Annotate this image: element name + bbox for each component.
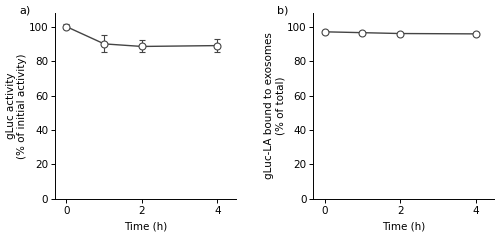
X-axis label: Time (h): Time (h): [124, 221, 167, 232]
Text: b): b): [277, 5, 288, 15]
X-axis label: Time (h): Time (h): [382, 221, 426, 232]
Y-axis label: gLuc-LA bound to exosomes
(% of total): gLuc-LA bound to exosomes (% of total): [264, 32, 285, 179]
Y-axis label: gLuc activity
(% of initial activity): gLuc activity (% of initial activity): [6, 53, 27, 159]
Text: a): a): [19, 5, 30, 15]
